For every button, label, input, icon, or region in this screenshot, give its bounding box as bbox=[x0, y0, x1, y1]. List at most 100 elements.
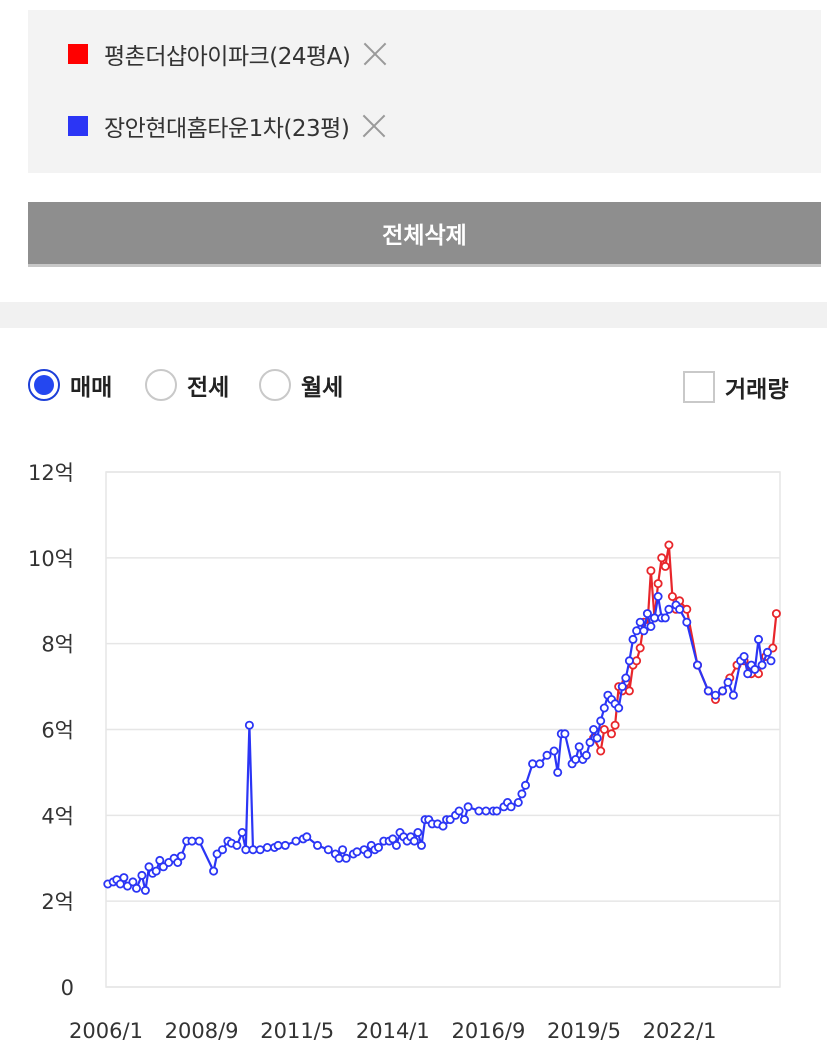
data-point bbox=[248, 845, 258, 855]
data-point bbox=[291, 836, 301, 846]
x-tick-label: 2014/1 bbox=[356, 1019, 430, 1043]
data-point bbox=[413, 827, 423, 837]
data-point bbox=[492, 806, 502, 816]
data-point bbox=[194, 836, 204, 846]
compare-item-label: 장안현대홈타운1차(23평) bbox=[104, 116, 350, 142]
data-point bbox=[363, 849, 373, 859]
data-point bbox=[596, 746, 606, 756]
data-point bbox=[209, 866, 219, 876]
series-color-swatch bbox=[68, 44, 88, 64]
compare-item-1: 평촌더샵아이파크(24평A) bbox=[68, 34, 390, 74]
data-point bbox=[660, 561, 670, 571]
data-point bbox=[474, 806, 484, 816]
radio-circle-icon bbox=[259, 369, 291, 401]
data-point bbox=[739, 651, 749, 661]
data-point bbox=[341, 853, 351, 863]
radio-circle-icon bbox=[145, 369, 177, 401]
data-point bbox=[624, 686, 634, 696]
data-point bbox=[217, 845, 227, 855]
data-point bbox=[653, 579, 663, 589]
x-axis: 2006/1 2008/9 2011/5 2014/1 2016/9 2019/5 2022… bbox=[69, 1019, 717, 1043]
x-tick-label: 2016/9 bbox=[451, 1019, 525, 1043]
data-point bbox=[241, 845, 251, 855]
x-tick-label: 2008/9 bbox=[165, 1019, 239, 1043]
y-tick-label: 6억 bbox=[41, 719, 74, 743]
data-point bbox=[187, 836, 197, 846]
series-color-swatch bbox=[68, 116, 88, 136]
data-point bbox=[621, 673, 631, 683]
y-tick-label: 12억 bbox=[28, 461, 74, 485]
data-point bbox=[635, 617, 645, 627]
x-tick-label: 2019/5 bbox=[547, 1019, 621, 1043]
data-point bbox=[459, 815, 469, 825]
data-point bbox=[675, 604, 685, 614]
section-divider bbox=[0, 302, 827, 328]
data-point bbox=[750, 664, 760, 674]
series-1 bbox=[589, 540, 781, 756]
data-point bbox=[549, 746, 559, 756]
data-point bbox=[639, 626, 649, 636]
data-point bbox=[646, 621, 656, 631]
data-point bbox=[506, 802, 516, 812]
data-point bbox=[581, 750, 591, 760]
data-point bbox=[513, 797, 523, 807]
y-tick-label: 2억 bbox=[41, 890, 74, 914]
data-point bbox=[388, 834, 398, 844]
data-point bbox=[763, 647, 773, 657]
data-point bbox=[728, 690, 738, 700]
data-point bbox=[244, 720, 254, 730]
data-point bbox=[574, 742, 584, 752]
data-point bbox=[517, 789, 527, 799]
chart-grid bbox=[105, 471, 781, 988]
data-point bbox=[409, 836, 419, 846]
close-icon[interactable] bbox=[359, 111, 389, 141]
data-point bbox=[237, 827, 247, 837]
data-point bbox=[592, 733, 602, 743]
data-point bbox=[624, 656, 634, 666]
data-point bbox=[650, 613, 660, 623]
radio-label: 전세 bbox=[187, 375, 230, 401]
close-icon[interactable] bbox=[360, 39, 390, 69]
data-point bbox=[334, 853, 344, 863]
data-point bbox=[176, 851, 186, 861]
data-point bbox=[723, 677, 733, 687]
data-point bbox=[635, 643, 645, 653]
data-point bbox=[528, 759, 538, 769]
data-point bbox=[617, 682, 627, 692]
data-point bbox=[151, 866, 161, 876]
data-point bbox=[757, 660, 767, 670]
data-point bbox=[653, 591, 663, 601]
data-point bbox=[610, 720, 620, 730]
data-point bbox=[338, 845, 348, 855]
data-point bbox=[607, 729, 617, 739]
data-point bbox=[391, 840, 401, 850]
y-axis: 0 2억 4억 6억 8억 10억 12억 bbox=[28, 461, 74, 1000]
radio-monthly-rent[interactable]: 월세 bbox=[259, 368, 343, 402]
data-point bbox=[155, 855, 165, 865]
data-point bbox=[232, 840, 242, 850]
data-point bbox=[571, 754, 581, 764]
data-point bbox=[438, 821, 448, 831]
radio-sale[interactable]: 매매 bbox=[28, 368, 112, 402]
radio-label: 매매 bbox=[70, 375, 113, 401]
checkbox-icon bbox=[683, 371, 715, 403]
data-point bbox=[589, 724, 599, 734]
data-point bbox=[664, 604, 674, 614]
data-point bbox=[535, 759, 545, 769]
data-point bbox=[119, 873, 129, 883]
data-point bbox=[657, 553, 667, 563]
radio-jeonse[interactable]: 전세 bbox=[145, 368, 229, 402]
series-line bbox=[107, 595, 773, 892]
data-point bbox=[693, 660, 703, 670]
data-point bbox=[416, 840, 426, 850]
data-point bbox=[664, 540, 674, 550]
delete-all-button[interactable]: 전체삭제 bbox=[28, 202, 821, 267]
data-point bbox=[352, 847, 362, 857]
compare-item-label: 평촌더샵아이파크(24평A) bbox=[104, 44, 351, 70]
volume-checkbox[interactable]: 거래량 bbox=[683, 370, 788, 404]
data-point bbox=[131, 883, 141, 893]
data-point bbox=[599, 724, 609, 734]
data-point bbox=[682, 617, 692, 627]
data-point bbox=[754, 634, 764, 644]
data-point bbox=[481, 806, 491, 816]
